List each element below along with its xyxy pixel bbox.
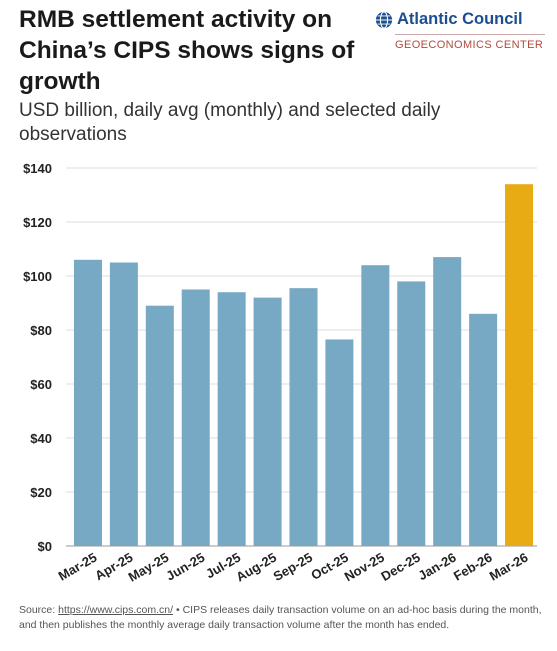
source-description: • CIPS releases daily transaction volume… [19,604,542,631]
bar-may-25 [145,305,174,546]
bar-sep-25 [289,288,318,546]
y-tick-label: $100 [23,269,52,284]
bar-dec-25 [397,281,426,546]
x-axis-tick-labels: Mar-25Apr-25May-25Jun-25Jul-25Aug-25Sep-… [56,550,531,585]
brand-name: Atlantic Council [397,10,523,28]
x-tick-label: Sep-25 [271,550,315,584]
y-tick-label: $20 [30,485,52,500]
bar-nov-25 [361,265,390,546]
x-tick-label: Jan-26 [416,550,459,584]
x-tick-label: Aug-25 [233,550,279,585]
bar-feb-26 [469,313,498,546]
x-tick-label: Mar-26 [487,550,531,584]
bar-jul-25 [217,292,246,546]
brand-center-name: GEOECONOMICS CENTER [395,39,544,51]
y-axis-tick-labels: $0 $20 $40 $60 $80 $100 $120 $140 [23,161,52,554]
chart-title: RMB settlement activity on China’s CIPS … [19,6,355,95]
source-note: Source: https://www.cips.com.cn/ • CIPS … [19,603,547,633]
y-tick-label: $80 [30,323,52,338]
bar-jan-26 [433,257,462,546]
y-tick-label: $60 [30,377,52,392]
x-tick-label: Nov-25 [342,550,387,585]
source-label: Source: [19,604,59,616]
x-tick-label: Dec-25 [378,550,422,584]
bar-mar-25 [73,259,102,546]
brand-divider [395,34,545,35]
chart-bars [73,184,534,546]
x-tick-label: Feb-26 [451,550,495,584]
source-link[interactable]: https://www.cips.com.cn/ [58,604,174,616]
bar-jun-25 [181,289,210,546]
x-tick-label: Jun-25 [163,550,207,584]
bar-chart: $0 $20 $40 $60 $80 $100 $120 $140 Mar-25Apr-25M… [23,161,537,585]
bar-apr-25 [109,262,138,546]
x-tick-label: Mar-25 [56,550,100,584]
bar-aug-25 [253,297,282,546]
bar-mar-26 [505,184,534,546]
bar-oct-25 [325,339,354,546]
chart-subtitle: USD billion, daily avg (monthly) and sel… [19,100,441,145]
y-tick-label: $40 [30,431,52,446]
atlantic-council-logo[interactable]: Atlantic Council GEOECONOMICS CENTER [375,10,545,51]
y-tick-label: $120 [23,215,52,230]
y-tick-label: $140 [23,161,52,176]
globe-icon [375,10,393,29]
x-tick-label: May-25 [126,550,172,585]
y-tick-label: $0 [38,539,52,554]
